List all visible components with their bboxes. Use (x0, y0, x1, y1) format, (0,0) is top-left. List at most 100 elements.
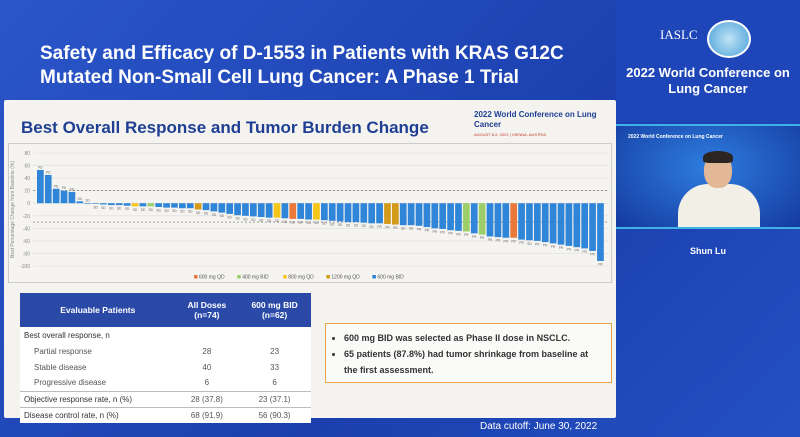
bar-response-label: SD (85, 199, 90, 203)
bar (171, 203, 178, 208)
bar-response-label: PR (456, 232, 461, 236)
bar (463, 203, 470, 232)
bar-response-label: PR (385, 225, 390, 229)
bar (376, 203, 383, 224)
header-cell: All Doses (n=74) (175, 293, 239, 327)
table-header: Evaluable Patients All Doses (n=74) 600 m… (20, 293, 311, 327)
conference-name: 2022 World Conference on Lung Cancer (626, 65, 790, 96)
bar (439, 203, 447, 229)
y-tick-label: 0 (27, 201, 30, 207)
bar (392, 203, 399, 225)
bar-response-label: SD (275, 219, 280, 223)
bar-response-label: PR (480, 236, 485, 240)
logo-text: 2022 World Conference on Lung Cancer (474, 110, 597, 129)
bar-response-label: SD (243, 217, 248, 221)
response-table: Evaluable Patients All Doses (n=74) 600 m… (20, 293, 311, 423)
bar-response-label: SD (362, 224, 367, 228)
bar-response-label: SD (156, 208, 161, 212)
slide-heading: Best Overall Response and Tumor Burden C… (21, 118, 429, 137)
bar (265, 203, 273, 218)
legend-label: 1200 mg QD (331, 275, 360, 281)
bar (486, 203, 494, 237)
bar (565, 203, 573, 246)
bar (210, 203, 218, 212)
bar-response-label: PR (488, 238, 493, 242)
bar-response-label: SD (188, 210, 193, 214)
bar-response-label: SD (298, 220, 303, 224)
logo-dates: AUGUST 6-9, 2022 | VIENNA, AUSTRIA (474, 132, 547, 137)
bar-response-label: PR (582, 250, 587, 254)
bar (407, 203, 415, 226)
bar-response-label: SD (109, 207, 114, 211)
bar (305, 203, 312, 220)
bar (226, 203, 234, 214)
bar-response-label: SD (204, 212, 209, 216)
bar (597, 203, 604, 261)
chart-svg: 80 60 40 20 0 -20 -40 -60 -80 -100 Best Percentage… (10, 151, 609, 281)
bar (92, 203, 99, 204)
bar (344, 203, 352, 223)
bar (526, 203, 533, 241)
bar (352, 203, 360, 223)
bar-response-label: PR (598, 262, 603, 266)
y-axis-label: Best Percentage Change from Baseline (%) (10, 161, 16, 258)
bar (163, 203, 170, 208)
bar-response-label: PD (70, 187, 75, 191)
bar (257, 203, 265, 218)
bar-response-label: SD (117, 207, 122, 211)
bar-response-label: PD (54, 184, 59, 188)
bar-response-label: PR (417, 227, 422, 231)
bar (242, 203, 249, 216)
key-findings-box: 600 mg BID was selected as Phase II dose… (325, 323, 612, 383)
bar (44, 174, 52, 204)
slide: Best Overall Response and Tumor Burden C… (4, 100, 616, 423)
bar-response-label: SD (330, 222, 335, 226)
header-cell: Evaluable Patients (20, 293, 176, 327)
bar (179, 203, 186, 209)
legend-swatch (237, 275, 241, 279)
bar (557, 203, 565, 245)
legend-label: 800 mg QD (288, 275, 314, 281)
data-cutoff: Data cutoff: June 30, 2022 (480, 421, 598, 432)
bar (534, 203, 541, 241)
bar-response-label: SD (125, 207, 130, 211)
y-tick-label: -100 (20, 264, 30, 270)
bar (384, 203, 391, 224)
legend-swatch (372, 275, 376, 279)
bar (155, 203, 163, 207)
bar (494, 203, 502, 238)
bar (76, 201, 84, 204)
bar-response-label: SD (180, 210, 185, 214)
bar (589, 203, 596, 251)
bar (328, 203, 336, 221)
legend-swatch (194, 275, 198, 279)
bar-response-label: SD (220, 214, 225, 218)
y-tick-label: -80 (23, 251, 30, 257)
bar (455, 203, 462, 231)
bar-response-label: SD (283, 220, 288, 224)
bar (447, 203, 454, 231)
header-cell: 600 mg BID (n=62) (238, 293, 311, 327)
y-tick-label: 80 (24, 151, 30, 157)
bar-response-label: SD (338, 223, 343, 227)
speaker-body (678, 184, 760, 227)
bar-response-label: PR (464, 233, 469, 237)
bar (131, 203, 139, 207)
bar-response-label: SD (306, 221, 311, 225)
bar (313, 203, 320, 220)
y-tick-label: 60 (24, 164, 30, 170)
bar-response-label: PR (496, 239, 501, 243)
bar (84, 203, 92, 204)
bar-response-label: SD (527, 242, 532, 246)
legend-swatch (326, 275, 330, 279)
bar (431, 203, 439, 229)
video-logo: 2022 World Conference on Lung Cancer (628, 134, 723, 140)
bar (37, 169, 44, 204)
bar-response-label: SD (259, 219, 264, 223)
bar (502, 203, 510, 238)
bar (250, 203, 257, 217)
bar (139, 203, 147, 207)
bar-response-label: SD (149, 208, 154, 212)
y-tick-label: -40 (23, 226, 30, 232)
bar-response-label: SD (267, 219, 272, 223)
